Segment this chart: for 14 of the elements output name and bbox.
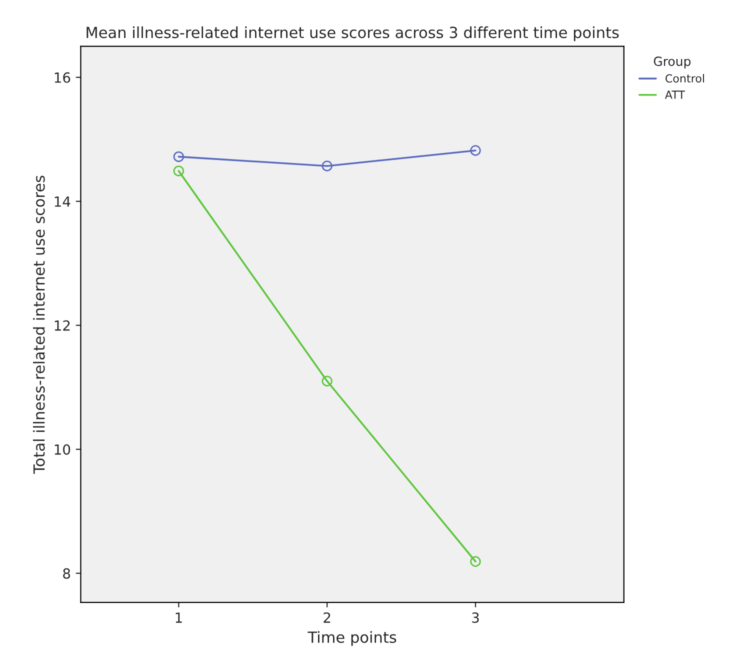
y-tick-label: 12: [54, 320, 70, 331]
legend-title: Group: [654, 56, 691, 68]
x-tick-label: 3: [472, 612, 479, 623]
y-tick-label: 14: [54, 196, 70, 207]
legend-label: Control: [666, 74, 704, 83]
legend-label: ATT: [664, 90, 686, 99]
y-axis-title: Total illness-related internet use scores: [33, 176, 45, 474]
y-tick-label: 10: [54, 444, 70, 455]
x-tick-label: 2: [324, 612, 330, 623]
x-tick-label: 1: [176, 612, 182, 623]
y-tick-label: 8: [63, 568, 70, 579]
chart-title: Mean illness-related internet use scores across 3 different time points: [86, 26, 619, 42]
y-tick-label: 16: [54, 72, 70, 83]
x-axis-title: Time points: [308, 631, 396, 646]
